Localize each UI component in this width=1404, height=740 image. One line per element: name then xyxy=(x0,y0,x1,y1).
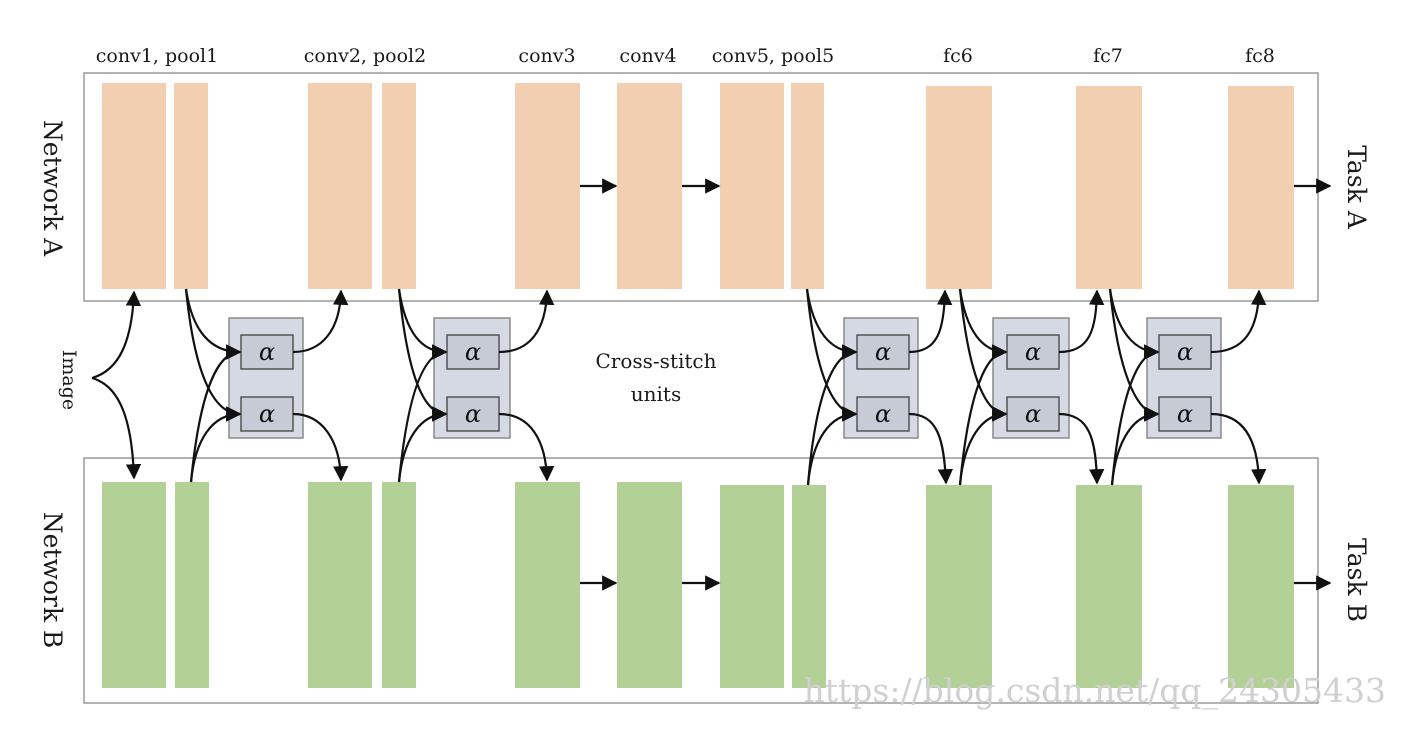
layer-label-conv5-pool5: conv5, pool5 xyxy=(712,45,834,67)
cross-stitch-unit-5: α α xyxy=(1146,317,1222,439)
layer-label-conv2-pool2: conv2, pool2 xyxy=(304,45,426,67)
unit4-b-to-top-arrow xyxy=(958,344,1008,486)
layer-label-conv4: conv4 xyxy=(619,45,676,67)
alpha-box-5-top xyxy=(1158,334,1212,370)
cross-stitch-units: α α α α α α α α xyxy=(228,317,1222,439)
layer-label-fc8: fc8 xyxy=(1245,45,1275,67)
unit5-top-to-a-arrow xyxy=(1210,289,1267,354)
unit2-bottom-to-b-arrow xyxy=(498,412,555,482)
task-a-label: Task A xyxy=(1342,145,1371,230)
cross-stitch-unit-1: α α xyxy=(228,317,304,439)
network-a-conv1-block xyxy=(102,83,166,289)
network-b-fc7-block xyxy=(1076,485,1142,688)
cross-stitch-caption-line1: Cross-stitch xyxy=(595,349,716,373)
layer-label-conv3: conv3 xyxy=(518,45,575,67)
unit3-top-to-a-arrow xyxy=(908,289,953,354)
unit5-b-to-bottom-arrow xyxy=(1110,406,1160,486)
watermark-text: https://blog.csdn.net/qq_24305433 xyxy=(803,671,1386,711)
network-b-conv2-block xyxy=(308,482,372,688)
network-a-fc7-block xyxy=(1076,86,1142,289)
alpha-symbol-4-bottom: α xyxy=(1025,400,1041,428)
network-b-pool2-block xyxy=(382,482,416,688)
network-a-pool2-block xyxy=(382,83,416,289)
unit3-bottom-to-b-arrow xyxy=(908,412,954,485)
cross-stitch-unit-2: α α xyxy=(433,317,511,439)
alpha-box-5-bottom xyxy=(1158,396,1212,432)
alpha-symbol-3-bottom: α xyxy=(875,400,891,428)
cross-stitch-unit-3: α α xyxy=(843,317,919,439)
alpha-symbol-4-top: α xyxy=(1025,338,1041,366)
network-a-conv2-block xyxy=(308,83,372,289)
alpha-box-2-top xyxy=(446,334,500,370)
alpha-symbol-2-top: α xyxy=(465,338,481,366)
layer-label-fc6: fc6 xyxy=(943,45,973,67)
alpha-symbol-1-top: α xyxy=(259,338,275,366)
cross-stitch-arrows xyxy=(184,288,1267,486)
network-b-pool1-block xyxy=(175,482,209,688)
unit4-bottom-to-b-arrow xyxy=(1058,412,1105,485)
unit4-b-to-bottom-arrow xyxy=(958,406,1008,486)
layer-label-conv1-pool1: conv1, pool1 xyxy=(96,45,218,67)
network-a-label: Network A xyxy=(38,120,67,257)
image-to-network-b-arrow xyxy=(91,376,142,480)
unit3-b-to-bottom-arrow xyxy=(806,406,858,486)
unit5-b-to-top-arrow xyxy=(1110,344,1160,486)
image-to-network-a-arrow xyxy=(91,290,142,380)
network-b-conv1-block xyxy=(102,482,166,688)
input-arrows xyxy=(91,290,142,480)
unit5-bottom-to-b-arrow xyxy=(1210,412,1267,485)
alpha-box-3-bottom xyxy=(856,396,910,432)
network-a-layers xyxy=(102,83,1294,289)
network-a-conv4-block xyxy=(617,83,682,289)
image-input-label: Image xyxy=(58,350,80,410)
network-a-fc6-block xyxy=(926,86,992,289)
network-a-pool5-block xyxy=(791,83,824,289)
task-b-label: Task B xyxy=(1342,538,1371,622)
alpha-box-3-top xyxy=(856,334,910,370)
alpha-symbol-3-top: α xyxy=(875,338,891,366)
network-b-fc6-block xyxy=(926,485,992,688)
network-a-conv3-block xyxy=(515,83,580,289)
unit2-top-to-a-arrow xyxy=(498,289,555,354)
network-b-conv3-block xyxy=(515,482,580,688)
alpha-symbol-1-bottom: α xyxy=(259,400,275,428)
network-b-layers xyxy=(102,482,1294,688)
unit4-top-to-a-arrow xyxy=(1058,289,1105,354)
alpha-symbol-2-bottom: α xyxy=(465,400,481,428)
alpha-box-4-bottom xyxy=(1006,396,1060,432)
unit2-b-to-bottom-arrow xyxy=(397,406,448,483)
network-b-conv5-block xyxy=(720,485,784,688)
network-b-pool5-block xyxy=(792,485,826,688)
sequential-arrows xyxy=(580,178,1332,591)
unit1-b-to-top-arrow xyxy=(189,344,242,483)
unit2-b-to-top-arrow xyxy=(397,344,448,483)
unit1-b-to-bottom-arrow xyxy=(189,406,242,483)
alpha-symbol-5-bottom: α xyxy=(1177,400,1193,428)
cross-stitch-caption-line2: units xyxy=(631,382,681,406)
network-a-fc8-block xyxy=(1228,86,1294,289)
network-a-pool1-block xyxy=(174,83,208,289)
network-b-fc8-block xyxy=(1228,485,1294,688)
unit1-top-to-a-arrow xyxy=(292,289,349,354)
network-a-conv5-block xyxy=(720,83,784,289)
alpha-symbol-5-top: α xyxy=(1177,338,1193,366)
unit3-b-to-top-arrow xyxy=(806,344,858,486)
unit1-bottom-to-b-arrow xyxy=(292,412,349,482)
network-b-label: Network B xyxy=(38,512,67,649)
network-b-conv4-block xyxy=(617,482,682,688)
cross-stitch-unit-4: α α xyxy=(992,317,1070,439)
layer-label-fc7: fc7 xyxy=(1093,45,1123,67)
alpha-box-2-bottom xyxy=(446,396,500,432)
